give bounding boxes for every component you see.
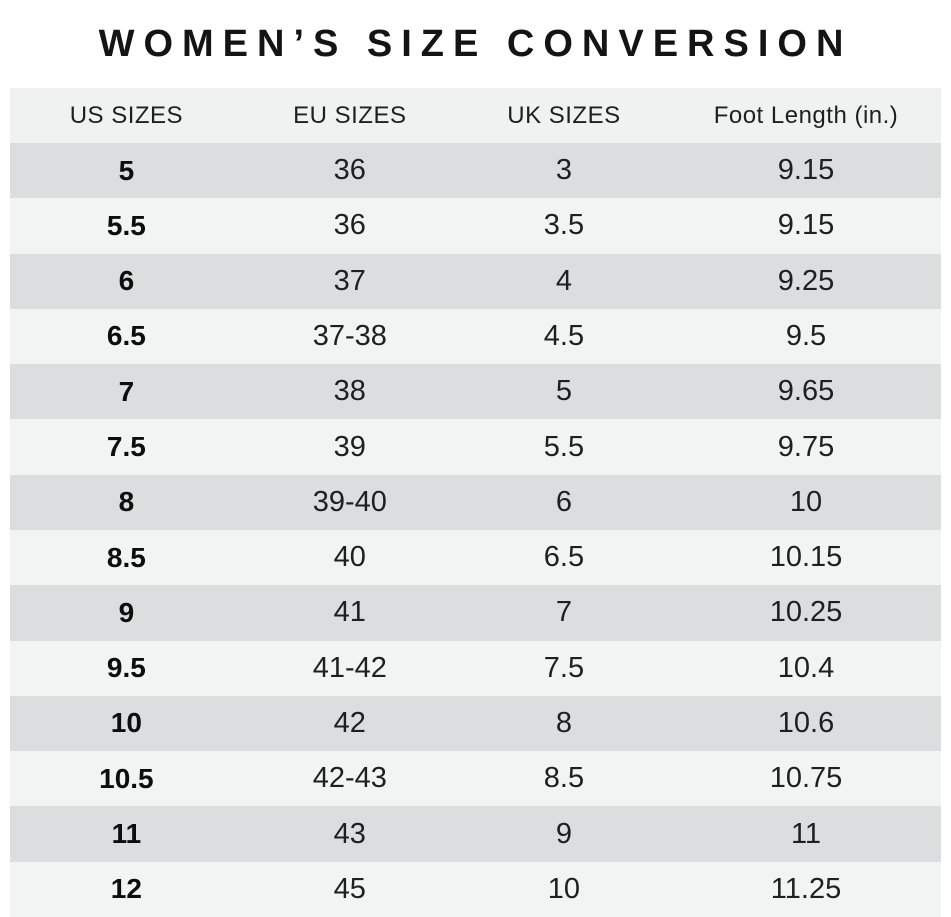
table-cell: 10.25	[769, 596, 843, 629]
title-area: WOMEN’S SIZE CONVERSION	[0, 0, 951, 88]
table-cell: 38	[333, 375, 366, 408]
size-conversion-table: US SIZES EU SIZES UK SIZES Foot Length (…	[10, 88, 941, 917]
table-row: 8 39-40 6 10	[10, 474, 941, 530]
column-header-eu-sizes: EU SIZES	[293, 101, 407, 129]
table-cell: 8	[555, 706, 572, 739]
table-cell: 11	[790, 817, 822, 850]
table-cell: 11	[111, 818, 142, 850]
table-cell: 10.5	[99, 762, 154, 794]
table-cell: 9.5	[106, 652, 146, 684]
table-cell: 37	[333, 264, 366, 297]
table-cell: 41-42	[312, 651, 387, 684]
table-cell: 12	[110, 873, 142, 905]
column-header-foot-length: Foot Length (in.)	[713, 101, 899, 129]
table-cell: 36	[333, 209, 366, 242]
table-cell: 10.15	[769, 541, 843, 574]
table-cell: 5.5	[543, 430, 585, 463]
table-cell: 5	[555, 375, 572, 408]
table-cell: 39-40	[312, 485, 387, 518]
table-cell: 6.5	[106, 320, 146, 352]
column-header-uk-sizes: UK SIZES	[507, 101, 621, 129]
table-cell: 43	[333, 817, 366, 850]
table-row: 7 38 5 9.65	[10, 364, 941, 420]
table-row: 6 37 4 9.25	[10, 253, 941, 309]
table-cell: 10	[110, 707, 142, 739]
table-row: 9 41 7 10.25	[10, 585, 941, 641]
table-row: 10.5 42-43 8.5 10.75	[10, 751, 941, 807]
table-cell: 9.5	[785, 319, 827, 352]
table-cell: 3	[555, 154, 572, 187]
table-row: 9.5 41-42 7.5 10.4	[10, 640, 941, 696]
table-row: 12 45 10 11.25	[10, 861, 941, 917]
table-cell: 9.65	[777, 375, 835, 408]
table-cell: 10	[547, 872, 581, 905]
table-row: 10 42 8 10.6	[10, 695, 941, 752]
table-cell: 9.75	[777, 430, 835, 463]
table-row: 6.5 37-38 4.5 9.5	[10, 308, 941, 365]
table-cell: 9	[118, 596, 135, 628]
table-cell: 11.25	[770, 872, 842, 905]
table-cell: 10.75	[769, 762, 843, 795]
table-cell: 6	[555, 485, 572, 518]
table-cell: 7	[118, 375, 135, 407]
table-cell: 40	[333, 541, 366, 574]
table-cell: 7.5	[106, 431, 146, 463]
table-cell: 7	[555, 596, 572, 629]
table-cell: 4	[555, 264, 572, 297]
table-cell: 6	[118, 265, 135, 297]
table-cell: 37-38	[312, 319, 387, 352]
table-cell: 10.4	[777, 651, 835, 684]
page-title: WOMEN’S SIZE CONVERSION	[98, 22, 853, 65]
table-cell: 5	[118, 154, 135, 186]
table-cell: 8.5	[543, 762, 585, 795]
table-row: 7.5 39 5.5 9.75	[10, 419, 941, 475]
table-cell: 10.6	[777, 706, 835, 739]
table-cell: 42-43	[312, 762, 387, 795]
table-cell: 5.5	[106, 209, 146, 241]
table-cell: 42	[333, 706, 366, 739]
table-row: 5.5 36 3.5 9.15	[10, 198, 941, 254]
table-cell: 10	[789, 485, 823, 518]
table-cell: 3.5	[543, 209, 585, 242]
table-cell: 7.5	[543, 651, 585, 684]
table-cell: 8.5	[106, 541, 146, 573]
column-header-us-sizes: US SIZES	[69, 101, 184, 129]
table-body: 5 36 3 9.15 5.5 36 3.5 9.15 6 37 4 9.25 6.5 37-38 4.5 9…	[10, 143, 941, 917]
table-cell: 9.15	[777, 209, 835, 242]
table-cell: 36	[333, 154, 366, 187]
table-row: 11 43 9 11	[10, 806, 941, 862]
table-cell: 8	[118, 486, 135, 518]
table-cell: 6.5	[543, 541, 585, 574]
table-cell: 41	[333, 596, 366, 629]
table-cell: 9.25	[777, 264, 835, 297]
table-cell: 39	[333, 430, 366, 463]
table-header-row: US SIZES EU SIZES UK SIZES Foot Length (…	[10, 88, 941, 143]
table-cell: 4.5	[543, 319, 585, 352]
table-row: 5 36 3 9.15	[10, 143, 941, 199]
table-cell: 9.15	[777, 154, 835, 187]
table-cell: 45	[333, 872, 366, 905]
table-row: 8.5 40 6.5 10.15	[10, 529, 941, 586]
table-cell: 9	[555, 817, 572, 850]
